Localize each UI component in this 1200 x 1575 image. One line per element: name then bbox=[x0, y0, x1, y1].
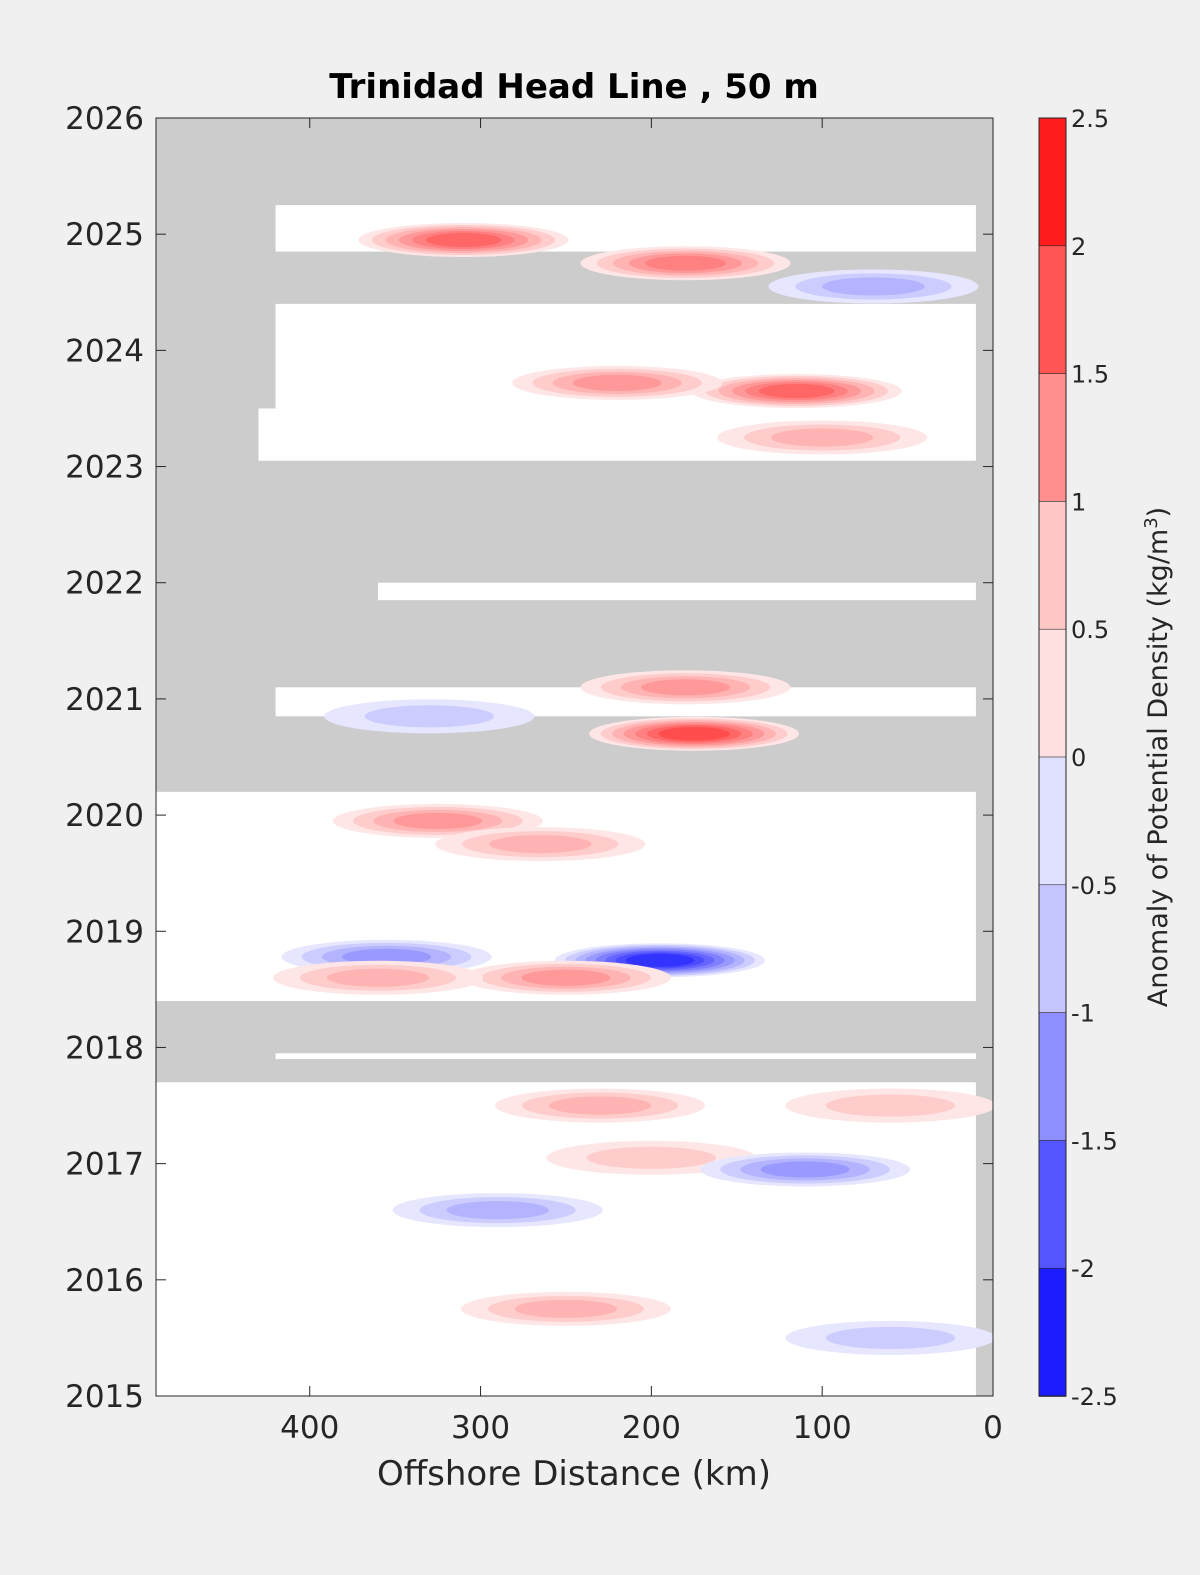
colorbar-tick-label: -0.5 bbox=[1071, 872, 1118, 900]
colorbar-segment bbox=[1038, 245, 1067, 375]
y-tick-label: 2025 bbox=[65, 217, 144, 253]
plot-area bbox=[156, 118, 993, 1396]
anomaly-feature bbox=[580, 246, 791, 281]
colorbar-tick-label: 1 bbox=[1071, 488, 1086, 516]
anomaly-feature bbox=[392, 1193, 603, 1228]
data-period bbox=[378, 582, 976, 601]
anomaly-feature bbox=[460, 1291, 671, 1326]
anomaly-feature bbox=[589, 716, 800, 751]
y-axis: 2015 2016 2017 2018 2019 2020 2021 2022 2023 2024… bbox=[65, 101, 993, 1415]
anomaly-level bbox=[342, 948, 432, 965]
colorbar-segment bbox=[1038, 373, 1067, 503]
colorbar-title-end: ) bbox=[1143, 507, 1174, 518]
colorbar-segment bbox=[1038, 1140, 1067, 1270]
plot-frame bbox=[155, 117, 994, 1397]
x-tick-label: 100 bbox=[793, 1410, 852, 1446]
anomaly-feature bbox=[691, 374, 902, 409]
anomaly-level bbox=[514, 1299, 618, 1318]
anomaly-feature bbox=[512, 365, 723, 400]
anomaly-feature bbox=[785, 1088, 993, 1123]
y-tick-label: 2022 bbox=[65, 566, 144, 602]
colorbar-tick-label: -1 bbox=[1071, 1000, 1095, 1028]
x-tick-label: 400 bbox=[280, 1410, 339, 1446]
colorbar-frame bbox=[1038, 117, 1067, 1397]
anomaly-feature bbox=[273, 960, 484, 995]
anomaly-contours bbox=[273, 222, 993, 1355]
anomaly-feature bbox=[495, 1088, 706, 1123]
y-tick-label: 2026 bbox=[65, 101, 144, 137]
y-tick-label: 2023 bbox=[65, 450, 144, 486]
anomaly-level bbox=[641, 679, 730, 696]
anomaly-level bbox=[446, 1201, 549, 1220]
anomaly-level bbox=[489, 835, 592, 854]
x-tick-label: 0 bbox=[983, 1410, 1003, 1446]
colorbar-tick-label: -2 bbox=[1071, 1255, 1095, 1283]
x-tick-label: 200 bbox=[622, 1410, 681, 1446]
y-tick-label: 2017 bbox=[65, 1147, 144, 1183]
anomaly-level bbox=[822, 277, 925, 296]
anomaly-level bbox=[825, 1094, 956, 1117]
y-tick-label: 2015 bbox=[65, 1379, 144, 1415]
anomaly-feature bbox=[785, 1320, 993, 1355]
anomaly-feature bbox=[717, 420, 928, 455]
anomaly-level bbox=[771, 428, 874, 447]
data-period bbox=[275, 1053, 976, 1060]
colorbar-tick-label: 0 bbox=[1071, 744, 1086, 772]
colorbar-tick-label: 1.5 bbox=[1071, 361, 1109, 389]
anomaly-feature bbox=[358, 222, 569, 257]
y-tick-label: 2021 bbox=[65, 682, 144, 718]
colorbar: 2.5 2 1.5 1 0.5 0 -0.5 -1 -1.5 -2 -2.5 bbox=[1038, 105, 1118, 1411]
y-tick-label: 2018 bbox=[65, 1030, 144, 1066]
colorbar-segment bbox=[1038, 501, 1067, 630]
x-axis: 400 300 200 100 0 bbox=[280, 118, 1003, 1446]
colorbar-segment bbox=[1038, 1012, 1067, 1142]
y-tick-label: 2016 bbox=[65, 1263, 144, 1299]
chart-title: Trinidad Head Line , 50 m bbox=[329, 67, 819, 107]
colorbar-segment bbox=[1038, 756, 1067, 886]
colorbar-segment bbox=[1038, 628, 1067, 758]
data-periods bbox=[156, 205, 976, 1396]
colorbar-title-superscript: 3 bbox=[1141, 517, 1162, 528]
anomaly-level bbox=[521, 969, 611, 986]
anomaly-feature bbox=[768, 269, 979, 304]
anomaly-level bbox=[758, 383, 835, 399]
anomaly-feature bbox=[580, 670, 791, 705]
x-axis-title: Offshore Distance (km) bbox=[377, 1454, 771, 1494]
anomaly-feature bbox=[435, 827, 646, 862]
colorbar-title-main: Anomaly of Potential Density (kg/m bbox=[1143, 529, 1174, 1007]
x-tick-label: 300 bbox=[451, 1410, 510, 1446]
colorbar-title: Anomaly of Potential Density (kg/m3) bbox=[1141, 507, 1174, 1007]
anomaly-feature bbox=[700, 1152, 911, 1187]
anomaly-level bbox=[393, 812, 483, 829]
colorbar-segment bbox=[1038, 117, 1067, 247]
anomaly-feature bbox=[460, 960, 671, 995]
colorbar-tick-label: 2.5 bbox=[1071, 105, 1109, 133]
y-tick-label: 2024 bbox=[65, 333, 144, 369]
anomaly-level bbox=[425, 232, 502, 248]
colorbar-segment bbox=[1038, 1267, 1067, 1397]
anomaly-level bbox=[572, 374, 662, 391]
colorbar-tick-label: 2 bbox=[1071, 233, 1086, 261]
colorbar-segment bbox=[1038, 884, 1067, 1014]
anomaly-level bbox=[645, 255, 726, 271]
anomaly-level bbox=[658, 726, 730, 741]
anomaly-level bbox=[326, 968, 430, 987]
y-tick-label: 2019 bbox=[65, 914, 144, 950]
anomaly-level bbox=[586, 1146, 716, 1169]
anomaly-level bbox=[825, 1326, 956, 1349]
anomaly-level bbox=[364, 705, 494, 728]
colorbar-tick-label: -1.5 bbox=[1071, 1127, 1118, 1155]
anomaly-level bbox=[548, 1096, 652, 1115]
colorbar-tick-label: -2.5 bbox=[1071, 1383, 1118, 1411]
anomaly-feature bbox=[324, 699, 535, 734]
anomaly-level bbox=[760, 1161, 850, 1178]
colorbar-tick-label: 0.5 bbox=[1071, 616, 1109, 644]
y-tick-label: 2020 bbox=[65, 798, 144, 834]
anomaly-level bbox=[625, 953, 695, 967]
